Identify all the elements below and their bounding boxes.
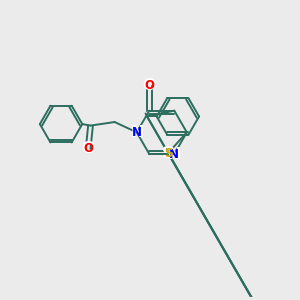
Text: S: S xyxy=(164,147,172,160)
Text: N: N xyxy=(167,146,181,161)
Text: O: O xyxy=(142,78,156,93)
Text: O: O xyxy=(83,142,93,155)
Text: O: O xyxy=(81,141,95,156)
Text: N: N xyxy=(169,148,179,160)
Text: N: N xyxy=(132,126,142,139)
Text: O: O xyxy=(144,79,154,92)
Text: S: S xyxy=(162,146,174,160)
Text: N: N xyxy=(130,125,143,140)
